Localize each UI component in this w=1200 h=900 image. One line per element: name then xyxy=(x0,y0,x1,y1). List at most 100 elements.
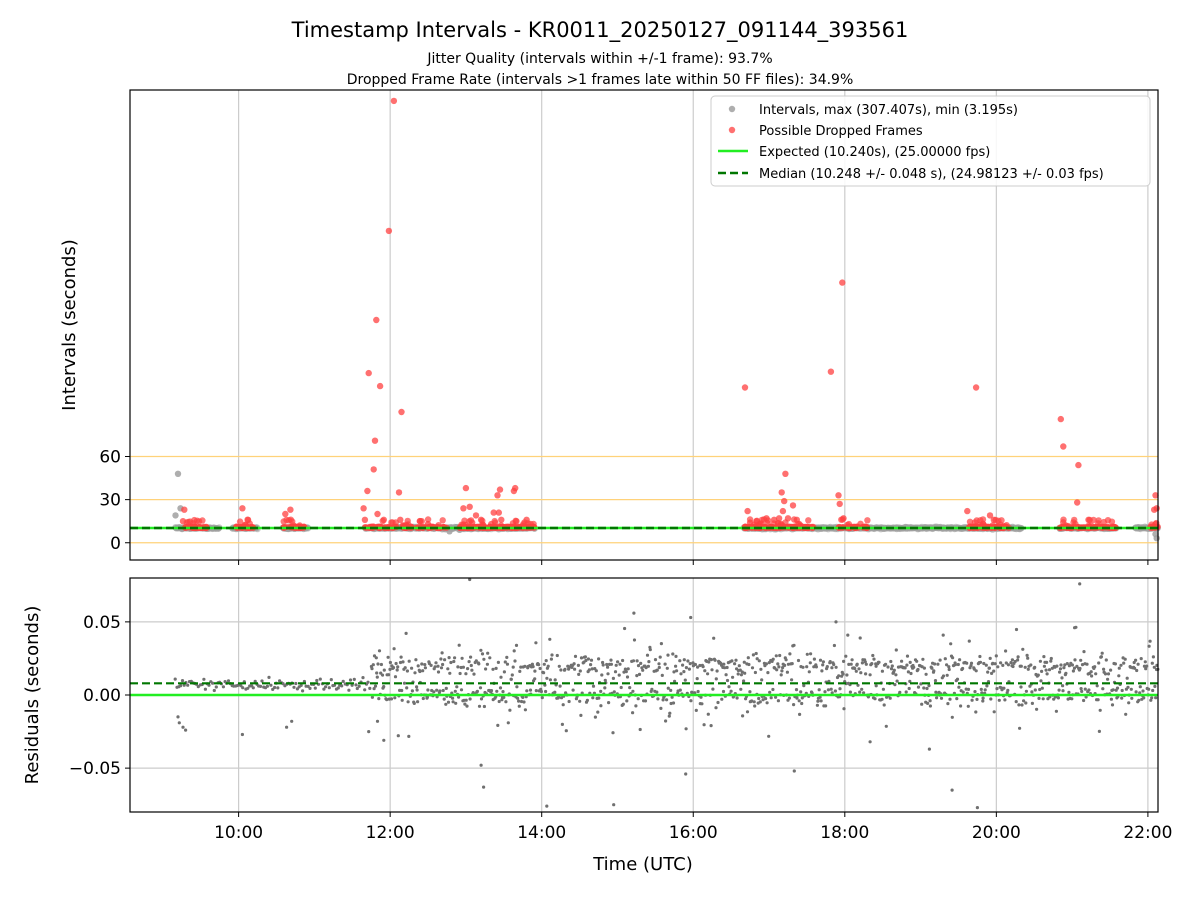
residual-point-483 xyxy=(628,686,632,690)
residual-point-115 xyxy=(372,687,376,691)
residual-point-176 xyxy=(415,685,419,689)
residual-point-384 xyxy=(559,668,563,672)
residual-point-255 xyxy=(469,663,473,668)
residual-point-192 xyxy=(425,695,429,699)
residual-point-1240 xyxy=(1153,684,1157,689)
residual-point-559 xyxy=(681,663,685,667)
residual-point-946 xyxy=(949,642,953,646)
residual-point-940 xyxy=(945,663,949,667)
residual-point-696 xyxy=(776,662,780,666)
residual-point-304 xyxy=(503,660,507,664)
residual-point-303 xyxy=(502,670,506,674)
residual-point-1226 xyxy=(1143,660,1147,664)
dropped-frame-point-825 xyxy=(775,515,783,522)
residual-point-728 xyxy=(798,712,802,717)
dropped-frame-point-790 xyxy=(371,437,379,444)
residual-point-811 xyxy=(855,662,859,666)
residual-point-975 xyxy=(969,664,973,668)
residual-point-52 xyxy=(265,684,269,688)
residual-point-794 xyxy=(844,654,848,658)
residual-point-7 xyxy=(186,683,190,687)
residual-point-79 xyxy=(313,686,317,690)
residual-point-1189 xyxy=(1117,666,1121,670)
residual-point-561 xyxy=(682,670,686,674)
residual-point-294 xyxy=(496,660,500,665)
residual-point-778 xyxy=(832,643,837,648)
figure-subtitle-dropped: Dropped Frame Rate (intervals >1 frames … xyxy=(347,72,854,88)
residual-point-117 xyxy=(373,684,378,688)
residual-point-138 xyxy=(388,667,392,672)
residual-point-762 xyxy=(821,660,826,664)
residual-point-427 xyxy=(589,663,593,667)
interval-point-1414 xyxy=(174,470,182,477)
residual-point-256 xyxy=(470,668,474,672)
residual-point-282 xyxy=(488,656,492,660)
dropped-frame-point-845 xyxy=(1060,443,1067,450)
residual-point-208 xyxy=(436,670,441,674)
dropped-frame-point-586 xyxy=(966,518,974,525)
residual-point-733 xyxy=(801,665,805,669)
residual-point-218 xyxy=(444,702,448,706)
residual-point-916 xyxy=(928,699,932,703)
residual-point-1227 xyxy=(1144,667,1148,671)
residual-point-479 xyxy=(625,699,629,703)
residual-point-991 xyxy=(980,691,984,695)
residual-point-177 xyxy=(415,688,419,692)
residual-point-744 xyxy=(809,652,813,656)
residual-point-1033 xyxy=(1009,661,1013,665)
residual-point-333 xyxy=(523,708,528,712)
residual-point-515 xyxy=(650,687,654,692)
dropped-frame-point-819 xyxy=(741,384,749,391)
residual-point-0 xyxy=(173,677,177,681)
residual-point-489 xyxy=(631,659,636,663)
residual-point-103 xyxy=(355,686,359,691)
residual-point-724 xyxy=(795,696,799,700)
residual-point-216 xyxy=(442,697,446,701)
residual-point-579 xyxy=(694,708,698,713)
residual-point-738 xyxy=(805,665,809,669)
residual-point-1136 xyxy=(1080,663,1085,667)
residual-point-754 xyxy=(816,699,820,703)
residual-point-375 xyxy=(553,690,557,694)
residuals-y-axis-label: Residuals (seconds) xyxy=(22,606,43,785)
residuals-x-ticks: 10:00 12:00 14:00 16:00 18:00 20:00 22:00 xyxy=(214,812,1172,843)
residual-point-646 xyxy=(741,714,745,718)
residual-point-129 xyxy=(382,685,386,689)
residual-point-422 xyxy=(585,698,590,703)
residual-point-247 xyxy=(464,672,468,676)
residual-point-506 xyxy=(643,699,648,703)
residual-point-1054 xyxy=(1024,701,1028,705)
residual-point-119 xyxy=(375,671,379,675)
residual-point-603 xyxy=(711,687,715,691)
dropped-frame-point-109 xyxy=(287,516,294,523)
residual-point-501 xyxy=(640,666,644,670)
residual-point-1157 xyxy=(1095,684,1099,688)
residual-point-816 xyxy=(859,671,863,675)
residual-point-875 xyxy=(900,659,904,663)
dropped-frame-point-807 xyxy=(472,512,480,519)
residual-point-1125 xyxy=(1073,658,1077,662)
residual-point-237 xyxy=(457,695,461,699)
residual-point-270 xyxy=(479,697,484,701)
residual-point-404 xyxy=(573,667,577,671)
figure-title: Timestamp Intervals - KR0011_20250127_09… xyxy=(291,18,909,43)
residual-point-239 xyxy=(458,671,462,676)
residual-point-990 xyxy=(979,687,983,692)
residual-point-102 xyxy=(354,683,358,687)
residual-point-1079 xyxy=(1041,697,1045,701)
residual-point-1239 xyxy=(1152,665,1156,669)
dropped-frame-point-797 xyxy=(395,489,403,496)
residual-point-163 xyxy=(405,669,409,673)
residual-point-173 xyxy=(412,701,416,706)
residual-point-1112 xyxy=(1064,671,1068,675)
dropped-frame-point-834 xyxy=(827,368,835,375)
residual-point-1138 xyxy=(1082,650,1086,654)
residual-point-867 xyxy=(894,673,898,677)
residual-point-1074 xyxy=(1038,687,1042,692)
residual-point-1237 xyxy=(1151,688,1155,693)
residual-point-376 xyxy=(553,678,557,682)
residual-point-215 xyxy=(441,688,445,693)
residual-point-120 xyxy=(375,675,379,679)
residual-point-973 xyxy=(967,639,971,643)
residual-point-915 xyxy=(927,684,931,688)
